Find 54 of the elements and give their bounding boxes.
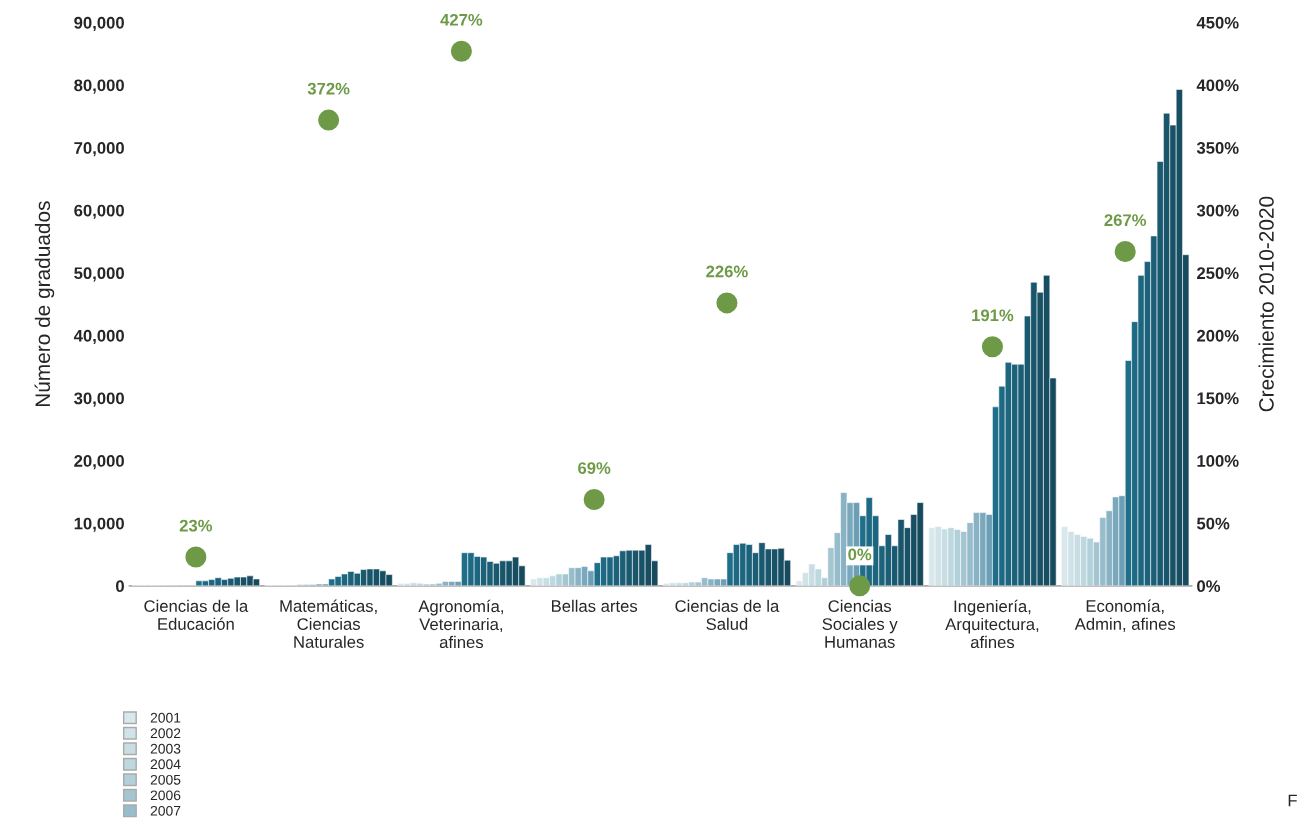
legend-label: 2004 [150,759,181,770]
y2-tick-label: 450% [1196,16,1239,29]
y-tick-label: 70,000 [74,142,124,157]
legend-label: 2001 [150,712,181,723]
data-label: 0% [848,548,872,561]
y2-tick-label: 350% [1196,142,1239,154]
point [450,40,472,62]
data-label: 372% [307,82,350,95]
y2-tick-label: 150% [1197,392,1239,405]
y2-axis-title: Crecimiento 2010-2020 [1258,196,1274,412]
y-tick-label: 80,000 [74,79,124,94]
data-label: 191% [972,309,1014,322]
legend-label: 2005 [150,774,181,785]
point [849,575,871,597]
y2-tick-label: 0% [1197,580,1221,593]
legend-label: 2002 [150,728,181,739]
point [583,488,605,510]
y-tick-label: 50,000 [74,267,124,282]
y2-tick-label: 200% [1197,329,1239,342]
legend-label: 2007 [150,805,181,816]
data-label: 226% [706,265,748,278]
y2-tick-label: 300% [1196,204,1239,217]
x-tick-label: Agronomía, Veterinaria, afines [418,599,503,649]
data-label: 69% [578,462,611,474]
y2-tick-label: 50% [1196,517,1230,530]
y-tick-label: 10,000 [74,517,124,532]
x-tick-label: Matemáticas, Ciencias Naturales [280,599,377,648]
y-tick-label: 90,000 [74,16,124,32]
x-tick-label: Ciencias de la Educación [144,599,249,630]
y2-tick-label: 100% [1197,455,1239,467]
y-tick-label: 60,000 [74,204,124,219]
y-tick-label: 40,000 [73,329,124,345]
data-label: 23% [179,519,213,532]
point [185,546,207,568]
y2-tick-label: 400% [1196,79,1239,92]
y-tick-label: 30,000 [74,392,124,407]
point [981,336,1003,358]
x-tick-label: Bellas artes [551,599,638,612]
y-tick-label: 20,000 [74,455,124,470]
legend-label: 2006 [150,790,181,801]
data-label: 427% [440,13,483,26]
point [318,109,340,131]
point [1114,241,1136,263]
point [716,292,738,314]
x-tick-label: Economía, Admin, afines [1074,599,1176,632]
y-axis-title: Número de graduados [34,201,55,407]
x-tick-label: Ciencias Sociales y Humanas [822,599,898,648]
text: F [1288,794,1297,807]
x-tick-label: Ciencias de la Salud [675,599,780,630]
data-label: 267% [1104,214,1147,227]
legend-label: 2003 [150,743,181,754]
y2-tick-label: 250% [1197,267,1239,280]
y-tick-label: 0 [116,580,124,593]
x-tick-label: Ingeniería, Arquitectura, afines [945,599,1039,649]
